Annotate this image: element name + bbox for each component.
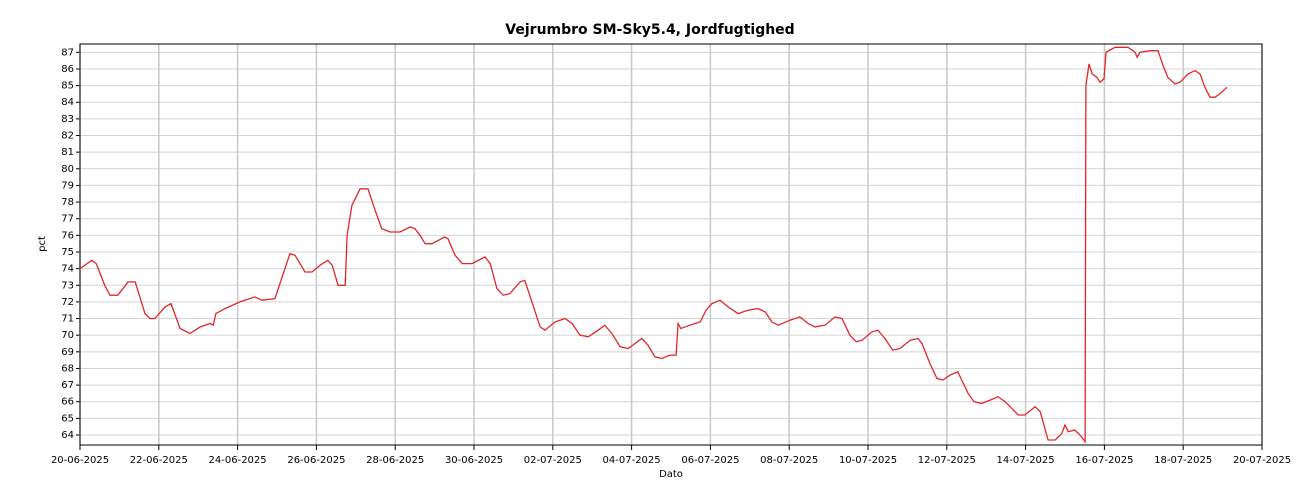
x-tick-label: 20-06-2025	[51, 455, 109, 466]
y-tick-label: 82	[61, 131, 74, 142]
x-tick-label: 24-06-2025	[209, 455, 267, 466]
x-tick-label: 08-07-2025	[760, 455, 818, 466]
y-tick-label: 86	[61, 64, 74, 75]
y-tick-label: 66	[61, 397, 74, 408]
y-tick-label: 74	[61, 264, 74, 275]
x-axis-label: Dato	[659, 469, 683, 480]
plot-frame	[79, 43, 1263, 446]
y-tick-label: 72	[61, 297, 74, 308]
y-tick-label: 68	[61, 363, 74, 374]
y-tick-label: 65	[61, 413, 74, 424]
x-tick-label: 02-07-2025	[524, 455, 582, 466]
y-tick-label: 67	[61, 380, 74, 391]
y-tick-label: 70	[61, 330, 74, 341]
y-tick-label: 79	[61, 180, 74, 191]
y-tick-label: 71	[61, 314, 74, 325]
y-tick-label: 78	[61, 197, 74, 208]
y-tick-label: 73	[61, 280, 74, 291]
y-tick-label: 85	[61, 81, 74, 92]
x-tick-label: 16-07-2025	[1075, 455, 1133, 466]
y-tick-label: 81	[61, 147, 74, 158]
y-tick-label: 84	[61, 97, 74, 108]
x-tick-label: 20-07-2025	[1233, 455, 1291, 466]
x-tick-label: 18-07-2025	[1154, 455, 1212, 466]
x-tick-label: 30-06-2025	[445, 455, 503, 466]
y-axis-label: pct	[37, 236, 48, 252]
y-tick-label: 75	[61, 247, 74, 258]
x-tick-label: 12-07-2025	[918, 455, 976, 466]
y-tick-label: 80	[61, 164, 74, 175]
x-tick-label: 06-07-2025	[681, 455, 739, 466]
y-tick-label: 83	[61, 114, 74, 125]
y-tick-label: 76	[61, 230, 74, 241]
y-tick-label: 77	[61, 214, 74, 225]
data-line	[79, 46, 1228, 444]
x-tick-label: 10-07-2025	[839, 455, 897, 466]
y-tick-label: 69	[61, 347, 74, 358]
y-tick-label: 87	[61, 47, 74, 58]
y-tick-label: 64	[61, 430, 74, 441]
x-tick-label: 14-07-2025	[997, 455, 1055, 466]
x-tick-label: 22-06-2025	[130, 455, 188, 466]
x-tick-label: 04-07-2025	[603, 455, 661, 466]
x-tick-label: 28-06-2025	[366, 455, 424, 466]
chart-title: Vejrumbro SM-Sky5.4, Jordfugtighed	[505, 22, 794, 38]
x-tick-label: 26-06-2025	[287, 455, 345, 466]
